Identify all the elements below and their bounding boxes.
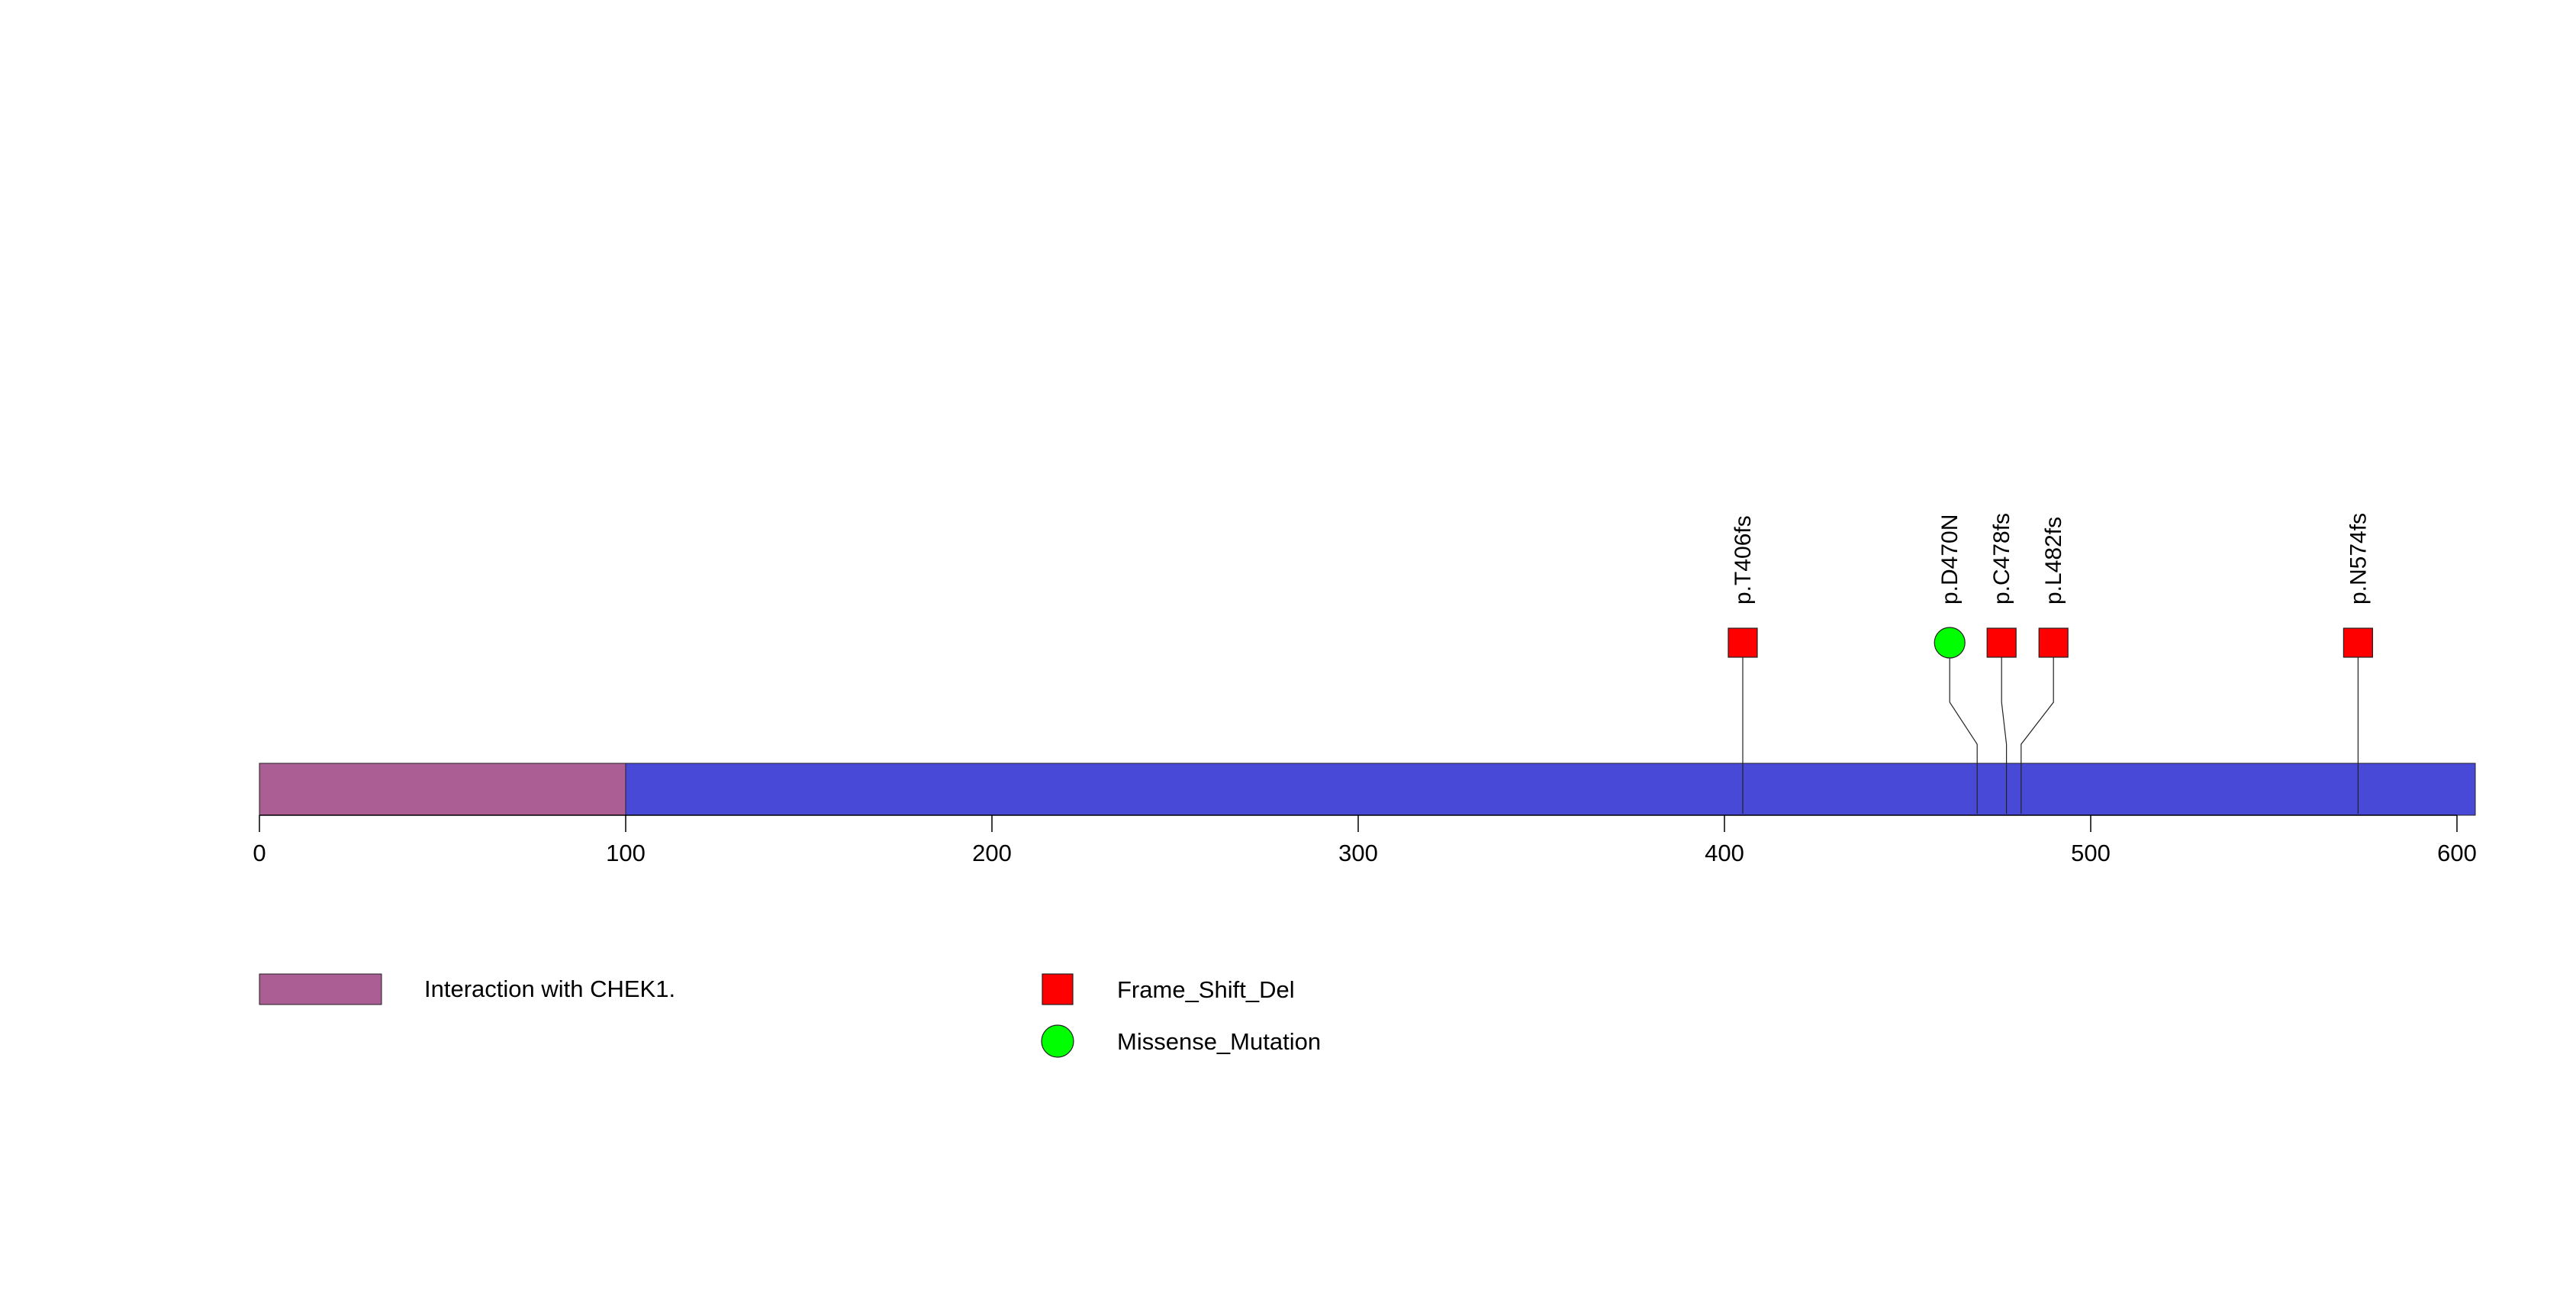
mutation-label-p-t406fs: p.T406fs	[1731, 515, 1756, 605]
legend-type-label-0: Frame_Shift_Del	[1117, 976, 1295, 1003]
legend-domain-label-0: Interaction with CHEK1.	[424, 976, 675, 1002]
protein-backbone-group	[259, 763, 2476, 816]
mutation-stems-group	[1742, 643, 2359, 814]
x-tick-label-100: 100	[606, 840, 646, 866]
x-tick-label-600: 600	[2437, 840, 2477, 866]
legend-type-label-1: Missense_Mutation	[1117, 1028, 1321, 1055]
x-axis: 0 100 200 300 400 500 600	[253, 814, 2477, 866]
mutation-marker-p-c478fs	[1986, 627, 2017, 658]
mutation-marker-p-d470n	[1934, 627, 1966, 659]
mutation-label-p-n574fs: p.N574fs	[2346, 513, 2371, 605]
mutation-stem-p-d470n	[1949, 643, 1978, 814]
mutation-label-p-c478fs: p.C478fs	[1989, 513, 2014, 605]
mutation-marker-p-t406fs	[1728, 627, 1758, 658]
legend-type-marker-1	[1041, 1024, 1074, 1058]
legend-type-marker-0	[1042, 973, 1074, 1005]
domain-bar-0	[259, 763, 626, 816]
protein-backbone	[259, 763, 2476, 816]
mutation-marker-p-n574fs	[2343, 627, 2373, 658]
x-tick-label-200: 200	[972, 840, 1012, 866]
mutation-labels-group: p.T406fs p.D470N p.C478fs p.L482fs p.N574fs	[1731, 513, 2371, 605]
x-tick-label-400: 400	[1705, 840, 1744, 866]
mutation-markers-group	[1728, 627, 2373, 659]
mutation-stem-p-c478fs	[2001, 643, 2008, 814]
legend: Interaction with CHEK1. Frame_Shift_Del Mi…	[259, 973, 1321, 1058]
x-tick-label-300: 300	[1338, 840, 1378, 866]
x-tick-label-500: 500	[2071, 840, 2111, 866]
x-tick-label-0: 0	[253, 840, 266, 866]
mutation-label-p-d470n: p.D470N	[1937, 514, 1963, 605]
mutation-marker-p-l482fs	[2038, 627, 2069, 658]
mutation-label-p-l482fs: p.L482fs	[2041, 517, 2066, 605]
legend-domain-swatch-0	[259, 973, 382, 1005]
mutation-stem-p-l482fs	[2021, 643, 2054, 814]
